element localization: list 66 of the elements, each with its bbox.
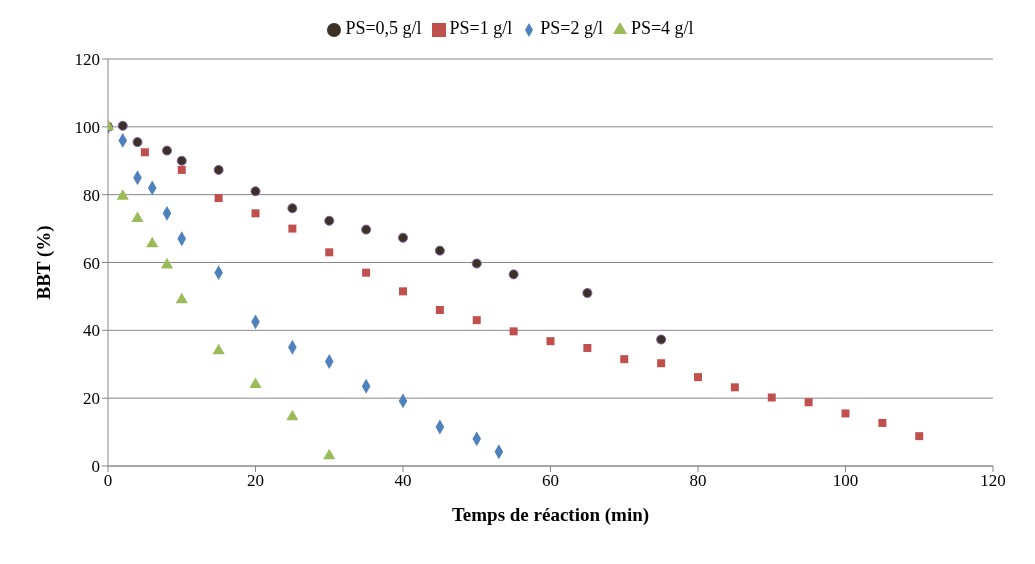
x-tick-label: 80 — [689, 471, 707, 491]
point — [508, 269, 519, 280]
y-tick-label: 20 — [83, 389, 100, 409]
point — [177, 165, 186, 174]
point — [583, 343, 592, 352]
point — [214, 194, 223, 203]
y-axis-title: BBT (%) — [32, 225, 55, 300]
point — [694, 373, 702, 382]
point — [582, 288, 593, 299]
point — [620, 355, 629, 364]
point — [160, 257, 174, 269]
point — [915, 432, 924, 441]
point — [146, 236, 159, 248]
point — [804, 398, 813, 407]
y-tick-label: 60 — [83, 253, 100, 273]
point — [117, 120, 128, 131]
point — [472, 316, 481, 325]
point — [288, 224, 297, 233]
point — [399, 287, 407, 296]
x-tick-label: 100 — [832, 471, 859, 491]
point — [656, 334, 667, 345]
point — [251, 209, 260, 218]
point — [471, 258, 482, 269]
x-tick-label: 40 — [394, 471, 412, 491]
legend-label: PS=0,5 g/l — [345, 18, 422, 38]
y-tick-label: 40 — [83, 321, 100, 341]
point — [435, 305, 444, 314]
y-tick-label: 100 — [74, 117, 100, 137]
point — [767, 393, 776, 402]
point — [324, 215, 335, 226]
point — [250, 186, 261, 197]
x-tick-label: 120 — [980, 471, 1006, 491]
x-tick-label: 60 — [542, 471, 559, 491]
point — [323, 448, 336, 460]
x-tick-label: 0 — [103, 471, 113, 491]
point — [132, 137, 143, 148]
point — [397, 232, 409, 243]
point — [131, 211, 144, 222]
point — [434, 245, 445, 256]
point — [878, 418, 887, 427]
point — [287, 203, 298, 214]
point — [730, 383, 739, 392]
point — [361, 224, 372, 235]
point — [161, 145, 173, 156]
legend-label: PS=1 g/l — [449, 18, 513, 38]
point — [212, 343, 225, 355]
legend-label: PS=2 g/l — [540, 18, 603, 38]
point — [140, 148, 149, 157]
x-axis-title: Temps de réaction (min) — [451, 504, 650, 526]
y-tick-label: 120 — [74, 50, 100, 70]
point — [213, 164, 224, 175]
y-tick-label: 0 — [91, 457, 100, 477]
x-tick-label: 20 — [247, 471, 264, 491]
point — [176, 155, 187, 166]
point — [841, 409, 850, 418]
point — [249, 377, 262, 389]
point — [362, 268, 371, 277]
legend-label: PS=4 g/l — [630, 18, 694, 38]
point — [286, 409, 299, 421]
point — [546, 337, 555, 346]
y-tick-label: 80 — [83, 185, 100, 205]
point — [509, 327, 518, 336]
point — [325, 248, 334, 257]
point — [175, 292, 188, 304]
point — [116, 189, 129, 200]
point — [657, 359, 666, 368]
